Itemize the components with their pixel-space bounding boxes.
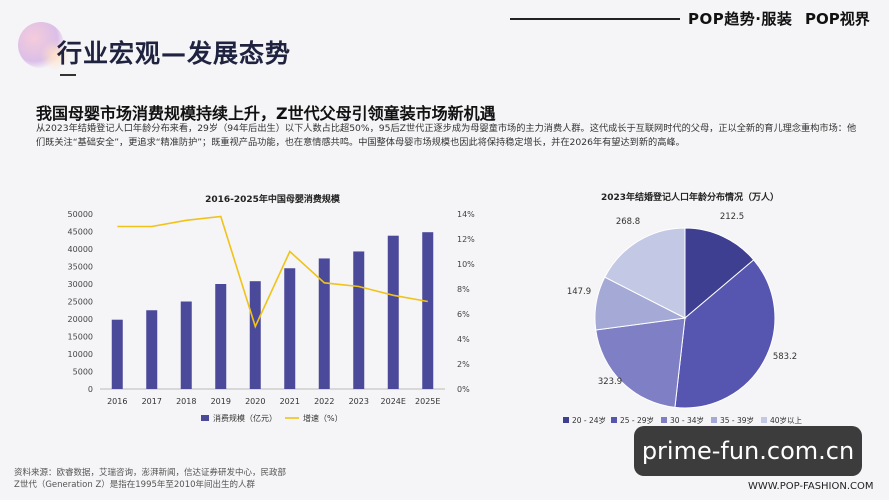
legend-swatch-bar (201, 415, 209, 421)
bar-line-chart: 2016-2025年中国母婴消费规模 0 5000 10000 15000 20000 25… (68, 193, 476, 423)
x-axis-tick-label: 2022 (314, 397, 334, 406)
left-axis-tick-label: 35000 (68, 263, 93, 272)
left-axis-tick-label: 50000 (68, 210, 93, 219)
pie-legend-label: 30 - 34岁 (670, 415, 704, 425)
right-axis-tick-label: 14% (457, 210, 475, 219)
brand-logo-fashion: POP趋势·服装 (688, 10, 793, 28)
bar-2025E (422, 232, 434, 389)
bar-2022 (318, 258, 330, 389)
footer-url: WWW.POP-FASHION.COM (748, 481, 874, 492)
bar-2021 (284, 268, 296, 389)
right-axis-tick-label: 6% (457, 310, 470, 319)
pie-legend-label: 40岁以上 (770, 415, 803, 425)
source-note: 资料来源：欧睿数据，艾瑞咨询，澎湃新闻，信达证券研发中心，民政部 Z世代（Gen… (14, 467, 286, 491)
header-rule (510, 18, 680, 20)
bar-2020 (249, 281, 261, 389)
right-axis-tick-label: 8% (457, 285, 470, 294)
left-axis-tick-label: 25000 (68, 298, 93, 307)
bar-2023 (353, 251, 365, 389)
pie-slice (684, 227, 755, 320)
pie-legend-swatch (661, 417, 667, 423)
pie-legend-swatch (611, 417, 617, 423)
pie-value-label: 268.8 (616, 217, 640, 227)
left-axis-tick-label: 10000 (68, 350, 93, 359)
x-axis-tick-label: 2023 (349, 397, 369, 406)
pie-chart: 2023年结婚登记人口年龄分布情况（万人） 212.5 583.2 323.9 147.… (563, 191, 803, 425)
right-axis-tick-label: 2% (457, 360, 470, 369)
bar-2017 (146, 310, 158, 389)
right-axis-tick-label: 10% (457, 260, 475, 269)
pie-legend-label: 35 - 39岁 (720, 415, 754, 425)
headline: 我国母婴市场消费规模持续上升，Z世代父母引领童装市场新机遇 (36, 104, 496, 123)
right-axis-tick-label: 4% (457, 335, 470, 344)
left-axis-tick-label: 0 (88, 385, 93, 394)
legend-label-bar: 消费规模（亿元） (213, 413, 277, 423)
bar-2024E (387, 235, 399, 389)
left-axis-tick-label: 15000 (68, 333, 93, 342)
bar-2016 (111, 319, 123, 389)
left-axis-tick-label: 40000 (68, 245, 93, 254)
pie-chart-title: 2023年结婚登记人口年龄分布情况（万人） (601, 191, 779, 203)
pie-slice (604, 227, 686, 319)
section-title: 行业宏观—发展态势 (57, 39, 292, 68)
growth-rate-line (117, 215, 428, 329)
x-axis-tick-label: 2020 (245, 397, 265, 406)
x-axis-tick-label: 2017 (142, 397, 162, 406)
pie-value-label: 147.9 (567, 287, 591, 297)
pie-legend-swatch (761, 417, 767, 423)
pie-slice (674, 259, 776, 409)
x-axis-tick-label: 2024E (381, 397, 406, 406)
left-axis-tick-label: 45000 (68, 228, 93, 237)
left-axis-tick-label: 30000 (68, 280, 93, 289)
bar-chart-title: 2016-2025年中国母婴消费规模 (205, 193, 341, 205)
source-line: 资料来源：欧睿数据，艾瑞咨询，澎湃新闻，信达证券研发中心，民政部 (14, 468, 287, 478)
pie-value-label: 212.5 (720, 212, 744, 222)
brand-logo-vision: POP视界 (805, 10, 870, 28)
left-axis-tick-label: 20000 (68, 315, 93, 324)
pie-legend-label: 25 - 29岁 (620, 415, 654, 425)
x-axis-tick-label: 2019 (211, 397, 231, 406)
pie-value-label: 323.9 (598, 377, 622, 387)
left-axis-tick-label: 5000 (73, 368, 93, 377)
pie-legend-label: 20 - 24岁 (572, 415, 606, 425)
source-line: Z世代（Generation Z）是指在1995年至2010年间出生的人群 (14, 480, 256, 490)
pie-slice (595, 317, 686, 408)
x-axis-tick-label: 2016 (107, 397, 127, 406)
pie-legend-swatch (563, 417, 569, 423)
legend-label-line: 增速（%） (303, 413, 343, 423)
right-axis-tick-label: 0% (457, 385, 470, 394)
bar-2019 (215, 284, 227, 389)
x-axis-tick-label: 2018 (176, 397, 196, 406)
title-underline (60, 74, 76, 76)
x-axis-tick-label: 2021 (280, 397, 300, 406)
x-axis-tick-label: 2025E (415, 397, 440, 406)
body-paragraph: 从2023年结婚登记人口年龄分布来看，29岁（94年后出生）以下人数占比超50%… (36, 123, 857, 148)
watermark-overlay: prime-fun.com.cn (634, 426, 862, 476)
decorative-gradient-blob-small (40, 40, 70, 70)
pie-legend-swatch (711, 417, 717, 423)
bar-2018 (180, 301, 192, 389)
pie-value-label: 583.2 (773, 352, 797, 362)
right-axis-tick-label: 12% (457, 235, 475, 244)
